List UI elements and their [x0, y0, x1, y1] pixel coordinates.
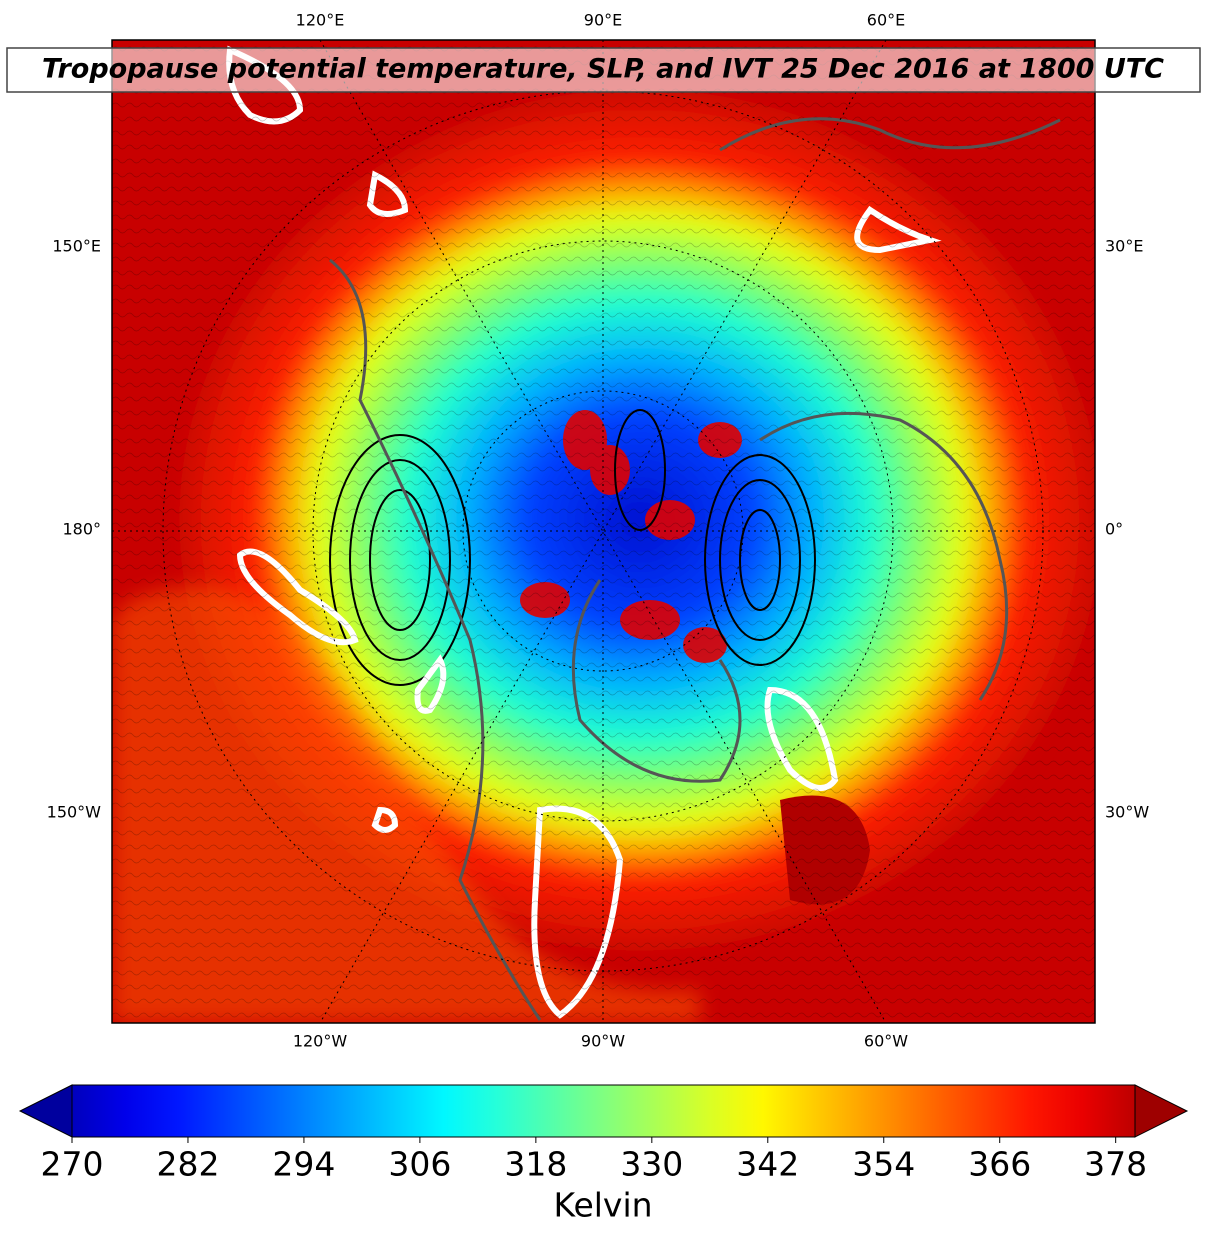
colorbar-tick-label: 318 — [504, 1145, 567, 1184]
lon-label: 150°W — [47, 803, 102, 822]
graticule — [112, 40, 1095, 1023]
colorbar-tick-label: 342 — [736, 1145, 799, 1184]
chart-title: Tropopause potential temperature, SLP, a… — [42, 54, 1164, 85]
lon-label: 0° — [1105, 520, 1123, 539]
colorbar-tick-label: 306 — [388, 1145, 451, 1184]
lon-label: 30°W — [1105, 803, 1149, 822]
colorbar-tick-label: 330 — [620, 1145, 683, 1184]
title-box — [6, 47, 1201, 93]
colorbar-tick-label: 354 — [852, 1145, 915, 1184]
lon-label: 90°W — [581, 1032, 625, 1051]
map-frame — [111, 39, 1096, 1024]
colorbar-extend-high — [1134, 1084, 1189, 1138]
lon-label: 120°E — [296, 11, 345, 30]
colorbar-extend-low — [18, 1084, 73, 1138]
colorbar-label: Kelvin — [553, 1186, 652, 1225]
lon-label: 150°E — [52, 237, 101, 256]
lon-label: 60°E — [867, 11, 905, 30]
lon-label: 30°E — [1105, 237, 1143, 256]
colorbar-tick-label: 270 — [41, 1145, 104, 1184]
colorbar-tick-label: 378 — [1084, 1145, 1147, 1184]
lon-label: 120°W — [293, 1032, 348, 1051]
lon-label: 180° — [62, 520, 101, 539]
colorbar-tick-label: 294 — [272, 1145, 335, 1184]
coastlines — [329, 117, 1061, 1021]
colorbar-tick-label: 366 — [968, 1145, 1031, 1184]
map — [112, 40, 1095, 1023]
colorbar — [71, 1084, 1136, 1138]
colorbar-tick-label: 282 — [156, 1145, 219, 1184]
lon-label: 90°E — [584, 11, 622, 30]
lon-label: 60°W — [864, 1032, 908, 1051]
